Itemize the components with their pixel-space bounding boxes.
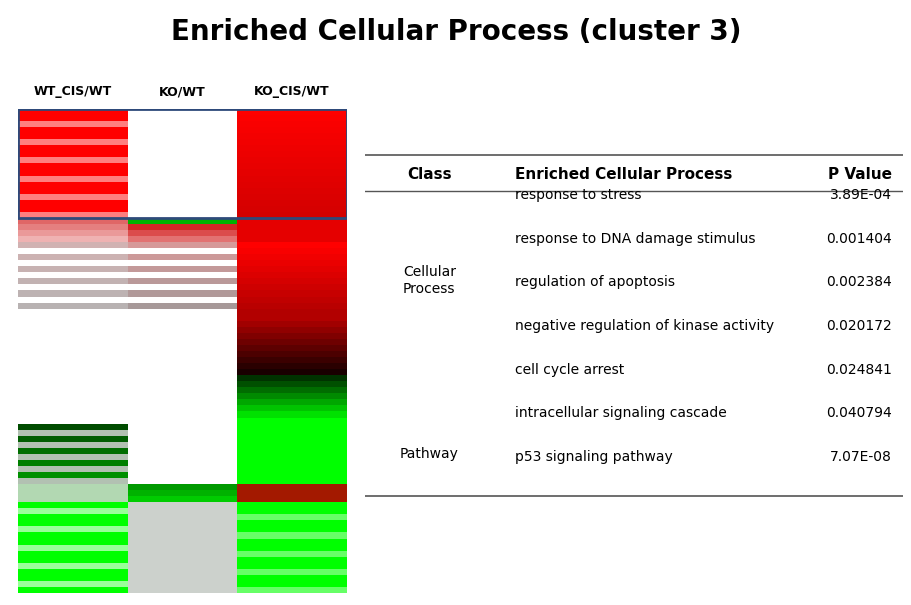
Text: 0.040794: 0.040794 bbox=[825, 406, 891, 420]
Text: Cellular
Process: Cellular Process bbox=[403, 264, 456, 296]
Text: regulation of apoptosis: regulation of apoptosis bbox=[515, 275, 675, 289]
Text: 0.024841: 0.024841 bbox=[825, 362, 891, 376]
Text: response to stress: response to stress bbox=[515, 188, 641, 202]
Text: response to DNA damage stimulus: response to DNA damage stimulus bbox=[515, 232, 755, 246]
Text: 0.001404: 0.001404 bbox=[825, 232, 891, 246]
Text: 7.07E-08: 7.07E-08 bbox=[829, 450, 891, 463]
Text: Enriched Cellular Process (cluster 3): Enriched Cellular Process (cluster 3) bbox=[170, 18, 741, 46]
Text: P Value: P Value bbox=[827, 167, 891, 182]
Text: 3.89E-04: 3.89E-04 bbox=[829, 188, 891, 202]
Text: intracellular signaling cascade: intracellular signaling cascade bbox=[515, 406, 726, 420]
Text: p53 signaling pathway: p53 signaling pathway bbox=[515, 450, 672, 463]
Text: 0.020172: 0.020172 bbox=[825, 319, 891, 333]
Text: cell cycle arrest: cell cycle arrest bbox=[515, 362, 624, 376]
Text: Enriched Cellular Process: Enriched Cellular Process bbox=[515, 167, 732, 182]
Text: 0.002384: 0.002384 bbox=[825, 275, 891, 289]
Text: Class: Class bbox=[406, 167, 451, 182]
Text: Pathway: Pathway bbox=[400, 448, 458, 462]
Bar bbox=[18, 109, 346, 218]
Text: negative regulation of kinase activity: negative regulation of kinase activity bbox=[515, 319, 773, 333]
